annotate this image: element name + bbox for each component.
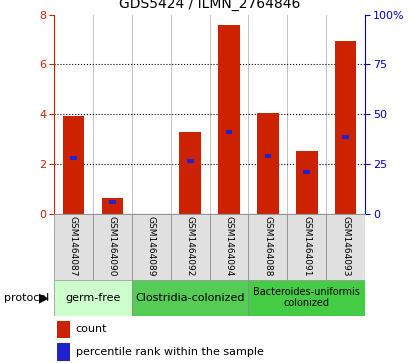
Bar — [70, 156, 77, 160]
Bar — [226, 130, 232, 134]
Text: GSM1464090: GSM1464090 — [108, 216, 117, 277]
Text: ▶: ▶ — [39, 291, 49, 304]
Bar — [57, 321, 70, 338]
Text: Clostridia-colonized: Clostridia-colonized — [135, 293, 245, 303]
Bar — [102, 198, 123, 214]
Bar — [287, 214, 326, 280]
Bar — [109, 200, 116, 204]
Bar — [303, 170, 310, 174]
Text: GSM1464092: GSM1464092 — [186, 216, 195, 277]
Bar — [54, 280, 132, 316]
Bar — [296, 151, 317, 214]
Bar — [342, 135, 349, 139]
Bar — [210, 214, 249, 280]
Bar — [93, 214, 132, 280]
Bar — [57, 343, 70, 361]
Bar — [179, 132, 201, 214]
Bar — [132, 280, 249, 316]
Text: GSM1464091: GSM1464091 — [303, 216, 311, 277]
Text: percentile rank within the sample: percentile rank within the sample — [76, 347, 264, 357]
Bar — [335, 41, 356, 214]
Text: GSM1464087: GSM1464087 — [69, 216, 78, 277]
Bar — [249, 280, 365, 316]
Text: GSM1464089: GSM1464089 — [147, 216, 156, 277]
Text: GSM1464094: GSM1464094 — [225, 216, 234, 277]
Bar — [132, 214, 171, 280]
Bar — [264, 154, 271, 158]
Bar — [54, 214, 93, 280]
Bar — [249, 214, 287, 280]
Title: GDS5424 / ILMN_2764846: GDS5424 / ILMN_2764846 — [119, 0, 300, 11]
Text: germ-free: germ-free — [65, 293, 120, 303]
Text: Bacteroides-uniformis
colonized: Bacteroides-uniformis colonized — [254, 287, 360, 309]
Bar — [187, 159, 193, 163]
Bar — [257, 113, 278, 214]
Bar — [63, 115, 84, 214]
Text: count: count — [76, 324, 107, 334]
Text: GSM1464088: GSM1464088 — [264, 216, 272, 277]
Bar — [218, 25, 240, 214]
Text: GSM1464093: GSM1464093 — [341, 216, 350, 277]
Bar — [171, 214, 210, 280]
Bar — [326, 214, 365, 280]
Text: protocol: protocol — [4, 293, 49, 303]
